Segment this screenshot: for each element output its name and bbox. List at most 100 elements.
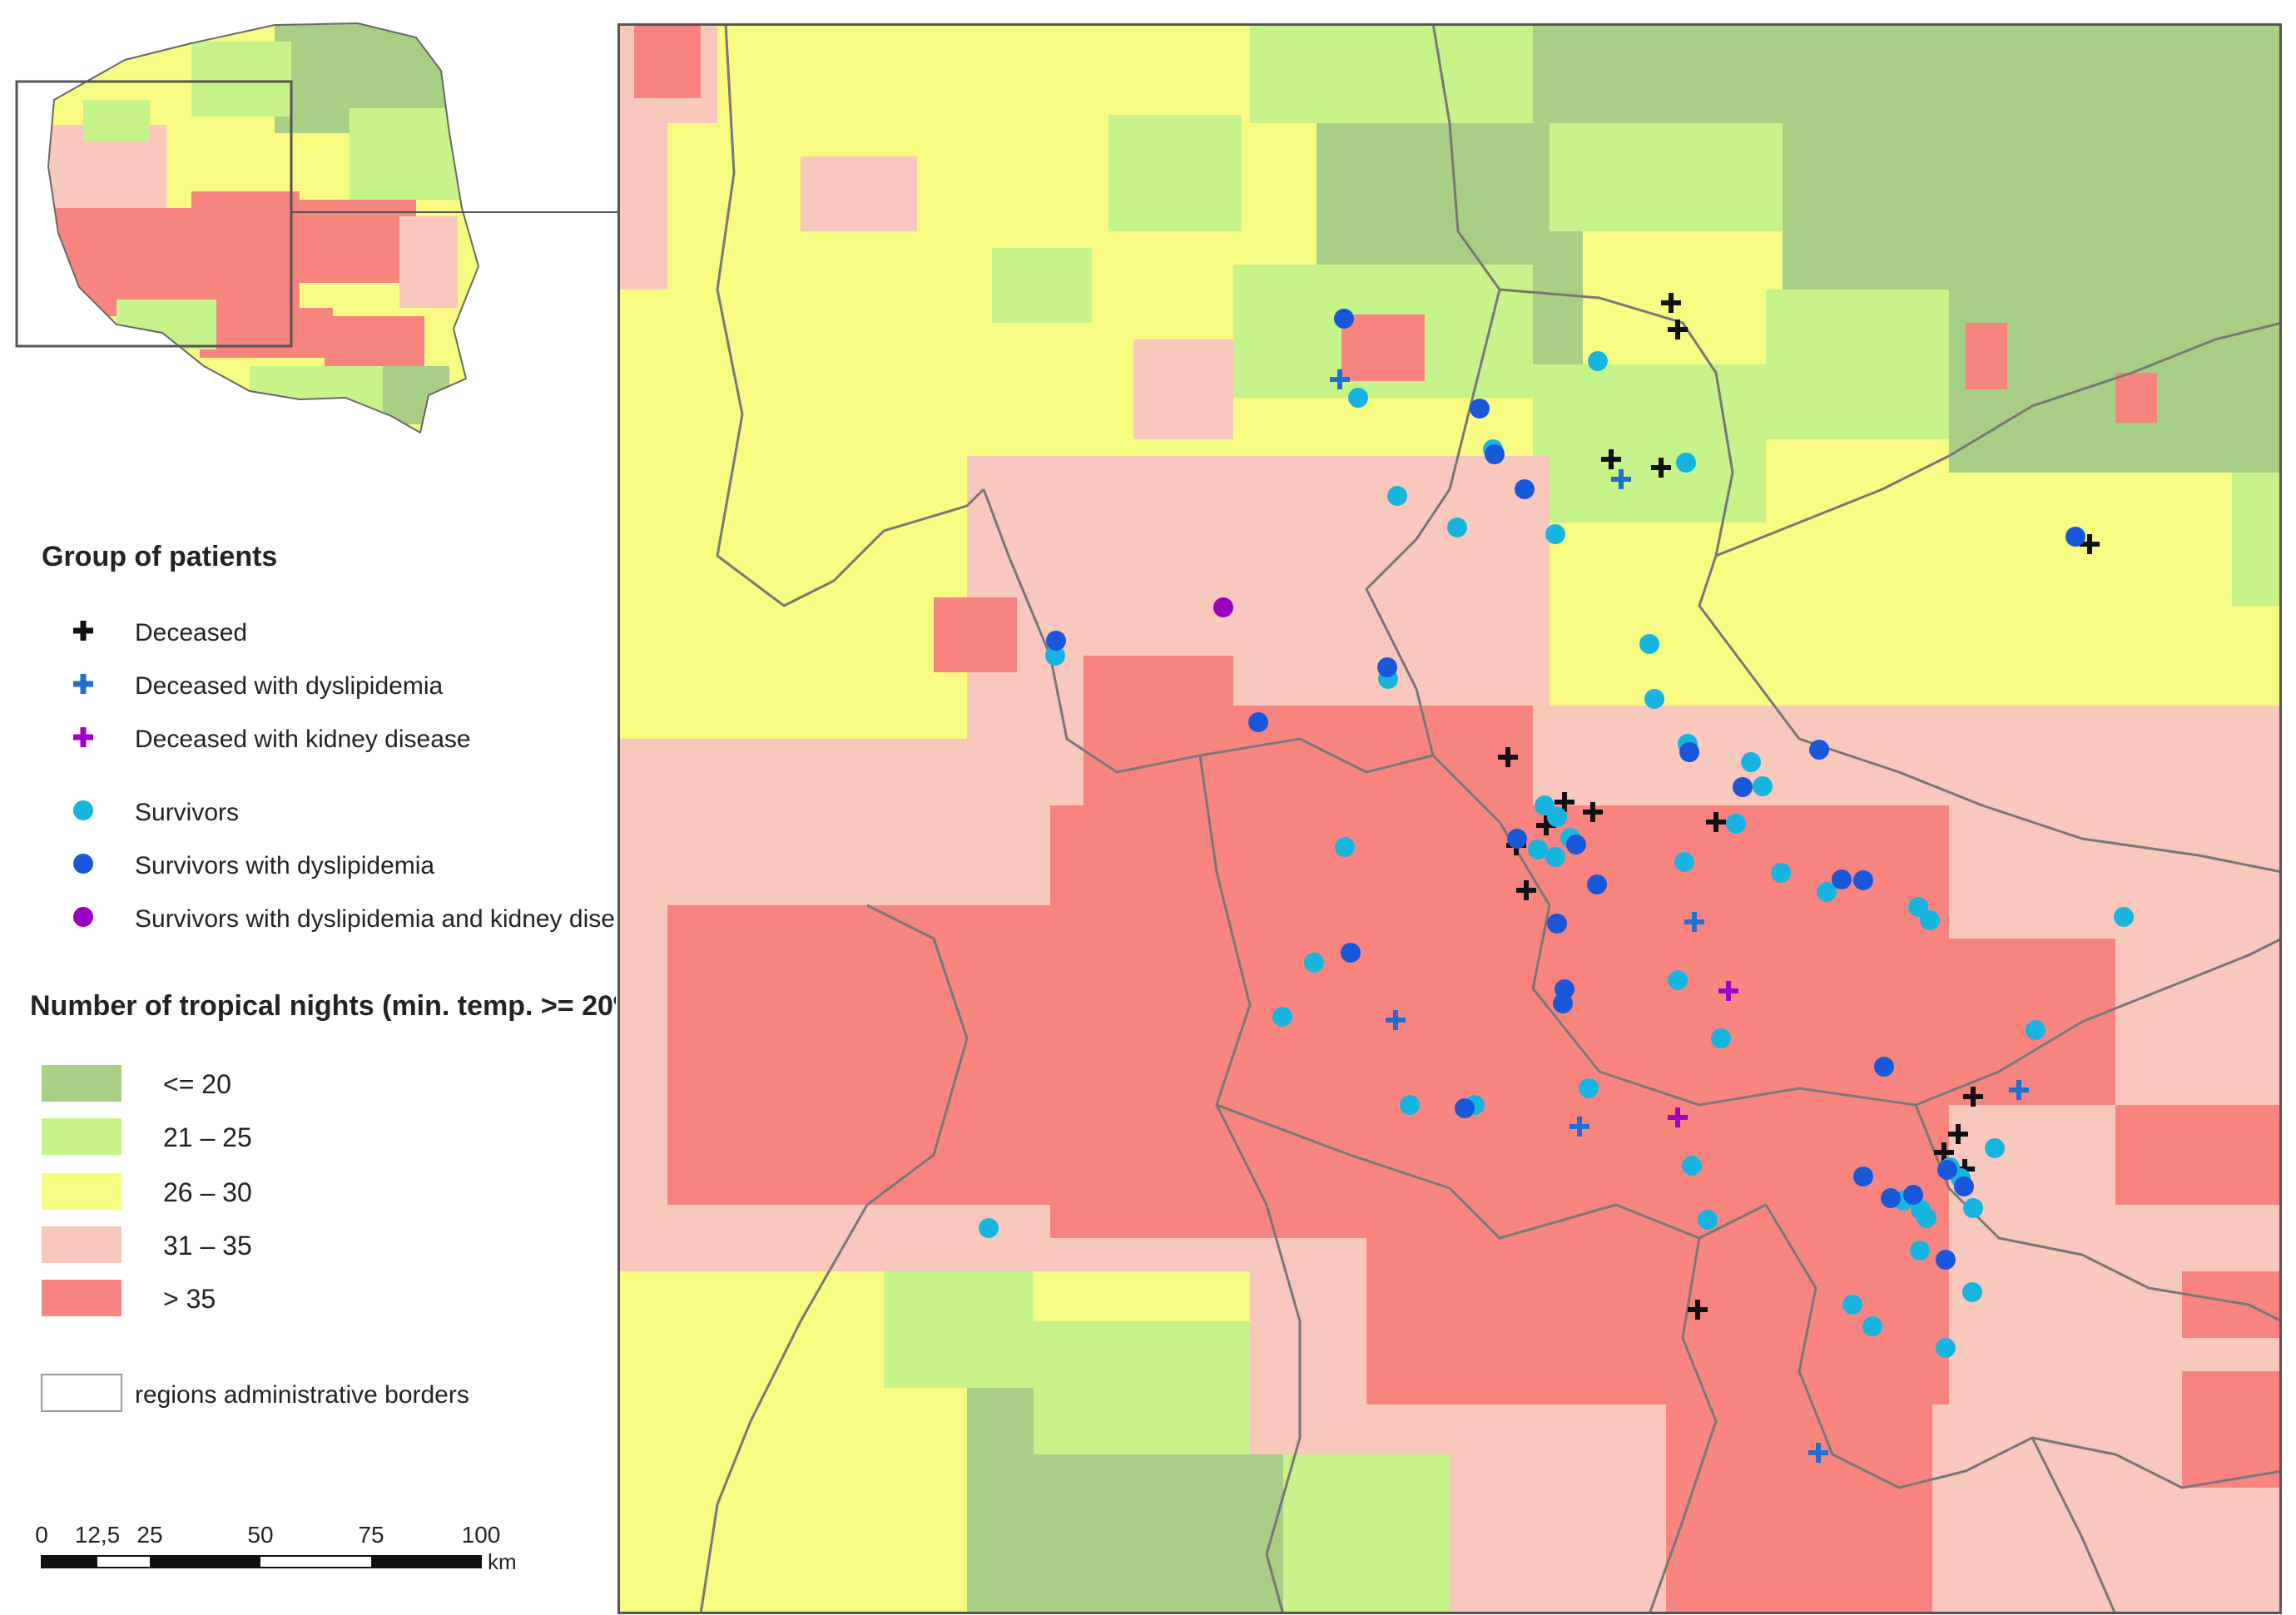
patient-dot — [979, 1218, 999, 1238]
legend-class-26-30: 26 – 30 — [42, 1173, 252, 1210]
legend-item-survivors: Survivors — [73, 799, 239, 826]
patient-dot — [1962, 1282, 1982, 1302]
patient-dot — [1341, 943, 1361, 963]
patient-cross — [1934, 1142, 1954, 1162]
patient-dot — [1985, 1138, 2005, 1158]
patient-dot — [1566, 835, 1586, 855]
patient-dot — [1676, 453, 1696, 473]
patient-dot — [1881, 1188, 1901, 1208]
blue-cross-icon — [73, 674, 93, 694]
patient-dot — [1741, 752, 1761, 772]
patient-dot — [1753, 776, 1773, 796]
patient-dot — [1272, 1007, 1292, 1027]
class-swatch — [42, 1065, 121, 1102]
class-label: 31 – 35 — [163, 1231, 252, 1261]
patient-dot — [1547, 914, 1567, 934]
patient-cross — [2009, 1080, 2029, 1100]
patient-cross — [1516, 880, 1536, 900]
main-map-frame — [617, 23, 2282, 1614]
patient-dot — [1954, 1177, 1974, 1196]
class-swatch — [42, 1280, 121, 1316]
legend-item-survivors-dyslipidemia: Survivors with dyslipidemia — [73, 852, 434, 879]
patient-dot — [1485, 444, 1505, 464]
patient-markers — [979, 293, 2134, 1463]
patient-cross — [1963, 1087, 1983, 1107]
patient-cross — [1330, 369, 1350, 389]
class-swatch — [42, 1226, 121, 1263]
class-label: 21 – 25 — [163, 1122, 252, 1152]
patient-dot — [1682, 1156, 1702, 1176]
patient-dot — [2114, 907, 2134, 927]
legend-group-title: Group of patients — [42, 541, 277, 572]
patient-cross — [1611, 469, 1631, 489]
purple-dot-icon — [73, 907, 93, 927]
class-label: > 35 — [163, 1284, 216, 1314]
patient-dot — [1842, 1295, 1862, 1315]
patient-dot — [1937, 1160, 1957, 1180]
patient-dot — [1917, 1208, 1936, 1228]
patient-dot — [1553, 993, 1573, 1013]
legend-label: Deceased with dyslipidemia — [135, 672, 443, 700]
patient-cross — [1498, 747, 1518, 767]
patient-dot — [1936, 1250, 1956, 1270]
cyan-dot-icon — [73, 800, 93, 820]
patient-dot — [1547, 807, 1567, 827]
legend-label: Survivors — [135, 799, 239, 826]
purple-cross-icon — [73, 727, 93, 747]
patient-cross — [1706, 812, 1726, 832]
legend-nights-title: Number of tropical nights (min. temp. >=… — [30, 990, 616, 1022]
legend-class-31-35: 31 – 35 — [42, 1226, 252, 1263]
borders-label: regions administrative borders — [135, 1381, 469, 1409]
patient-dot — [1377, 657, 1397, 677]
patient-cross — [1688, 1300, 1708, 1320]
legend-item-deceased: Deceased — [73, 619, 247, 646]
patient-dot — [1528, 840, 1548, 860]
patient-cross — [1601, 449, 1621, 469]
scale-tick-100: 100 — [462, 1522, 501, 1548]
patient-dot — [1674, 852, 1694, 872]
patient-dot — [1711, 1028, 1731, 1048]
patient-dot — [1515, 479, 1535, 499]
patient-dot — [1853, 870, 1873, 890]
patient-cross — [1555, 792, 1574, 812]
legend-item-survivors-dyslipidemia-kidney: Survivors with dyslipidemia and kidney d… — [73, 905, 616, 933]
patient-dot — [1817, 882, 1837, 902]
patient-cross — [1651, 458, 1671, 478]
patient-cross — [1948, 1124, 1968, 1144]
legend-label: Deceased — [135, 619, 247, 646]
patient-cross — [1668, 320, 1688, 339]
legend-item-deceased-kidney: Deceased with kidney disease — [73, 726, 471, 753]
inset-map — [15, 22, 620, 434]
patient-cross — [1668, 1107, 1688, 1127]
patient-dot — [1920, 910, 1940, 930]
patient-dot — [1668, 970, 1688, 990]
main-map — [617, 23, 2282, 1614]
patient-dot — [1545, 847, 1565, 867]
class-swatch — [42, 1118, 121, 1155]
region-borders — [699, 23, 2282, 1614]
patient-dot — [1639, 634, 1659, 654]
patient-dot — [1771, 863, 1791, 883]
legend-label: Deceased with kidney disease — [135, 726, 471, 753]
class-label: 26 – 30 — [163, 1177, 252, 1207]
legend-class-le20: <= 20 — [42, 1065, 231, 1102]
legend-item-deceased-dyslipidemia: Deceased with dyslipidemia — [73, 672, 443, 700]
blue-dot-icon — [73, 854, 93, 874]
patient-cross — [1684, 912, 1704, 932]
patient-dot — [1644, 689, 1664, 709]
patient-dot — [1853, 1167, 1873, 1186]
patient-cross — [1661, 293, 1681, 313]
scale-tick-50: 50 — [247, 1522, 273, 1548]
patient-dot — [1248, 712, 1268, 732]
patient-dot — [1679, 742, 1699, 762]
borders-swatch — [41, 1374, 122, 1412]
patient-dot — [1507, 829, 1527, 849]
patient-dot — [1579, 1078, 1599, 1098]
scale-tick-0: 0 — [35, 1522, 48, 1548]
patient-cross — [1386, 1010, 1406, 1030]
scale-tick-75: 75 — [358, 1522, 384, 1548]
patient-dot — [1874, 1057, 1894, 1077]
patient-dot — [1809, 740, 1829, 760]
patient-dot — [1447, 518, 1467, 538]
patient-dot — [1832, 869, 1852, 889]
